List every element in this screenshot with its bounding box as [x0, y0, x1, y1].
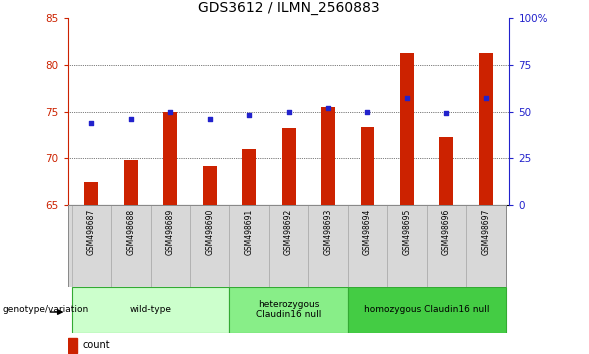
Text: heterozygous
Claudin16 null: heterozygous Claudin16 null: [256, 300, 321, 319]
Bar: [72, 287, 230, 333]
Bar: [348, 287, 505, 333]
Text: GSM498694: GSM498694: [363, 209, 372, 255]
Title: GDS3612 / ILMN_2560883: GDS3612 / ILMN_2560883: [198, 1, 379, 15]
Bar: [242, 149, 256, 205]
Text: GSM498695: GSM498695: [402, 209, 412, 255]
Bar: [269, 205, 308, 287]
Bar: [439, 137, 454, 205]
Bar: [321, 107, 335, 205]
Bar: [348, 205, 387, 287]
Point: [126, 116, 135, 122]
Bar: [163, 112, 177, 205]
Text: wild-type: wild-type: [130, 305, 171, 314]
Point: [244, 113, 254, 118]
Bar: [426, 205, 466, 287]
Bar: [68, 338, 77, 353]
Bar: [466, 205, 505, 287]
Bar: [230, 205, 269, 287]
Bar: [400, 53, 414, 205]
Point: [205, 116, 214, 122]
Bar: [203, 166, 217, 205]
Text: homozygous Claudin16 null: homozygous Claudin16 null: [364, 305, 489, 314]
Point: [402, 96, 412, 101]
Text: genotype/variation: genotype/variation: [3, 305, 89, 314]
Bar: [360, 127, 375, 205]
Bar: [282, 129, 296, 205]
Text: GSM498697: GSM498697: [481, 209, 490, 255]
Text: GSM498693: GSM498693: [323, 209, 333, 255]
Bar: [387, 205, 426, 287]
Bar: [151, 205, 190, 287]
Text: GSM498689: GSM498689: [166, 209, 175, 255]
Point: [481, 96, 491, 101]
Text: GSM498687: GSM498687: [87, 209, 96, 255]
Bar: [190, 205, 230, 287]
Point: [323, 105, 333, 110]
Point: [87, 120, 96, 126]
Text: GSM498690: GSM498690: [205, 209, 214, 255]
Text: count: count: [82, 340, 110, 350]
Point: [363, 109, 372, 114]
Text: GSM498691: GSM498691: [244, 209, 254, 255]
Text: GSM498692: GSM498692: [284, 209, 293, 255]
Bar: [308, 205, 348, 287]
Bar: [84, 182, 98, 205]
Text: GSM498696: GSM498696: [442, 209, 451, 255]
Bar: [479, 53, 493, 205]
Text: GSM498688: GSM498688: [127, 209, 135, 255]
Bar: [72, 205, 111, 287]
Bar: [230, 287, 348, 333]
Bar: [124, 160, 138, 205]
Bar: [111, 205, 151, 287]
Point: [442, 110, 451, 116]
Point: [166, 109, 175, 114]
Point: [284, 109, 293, 114]
